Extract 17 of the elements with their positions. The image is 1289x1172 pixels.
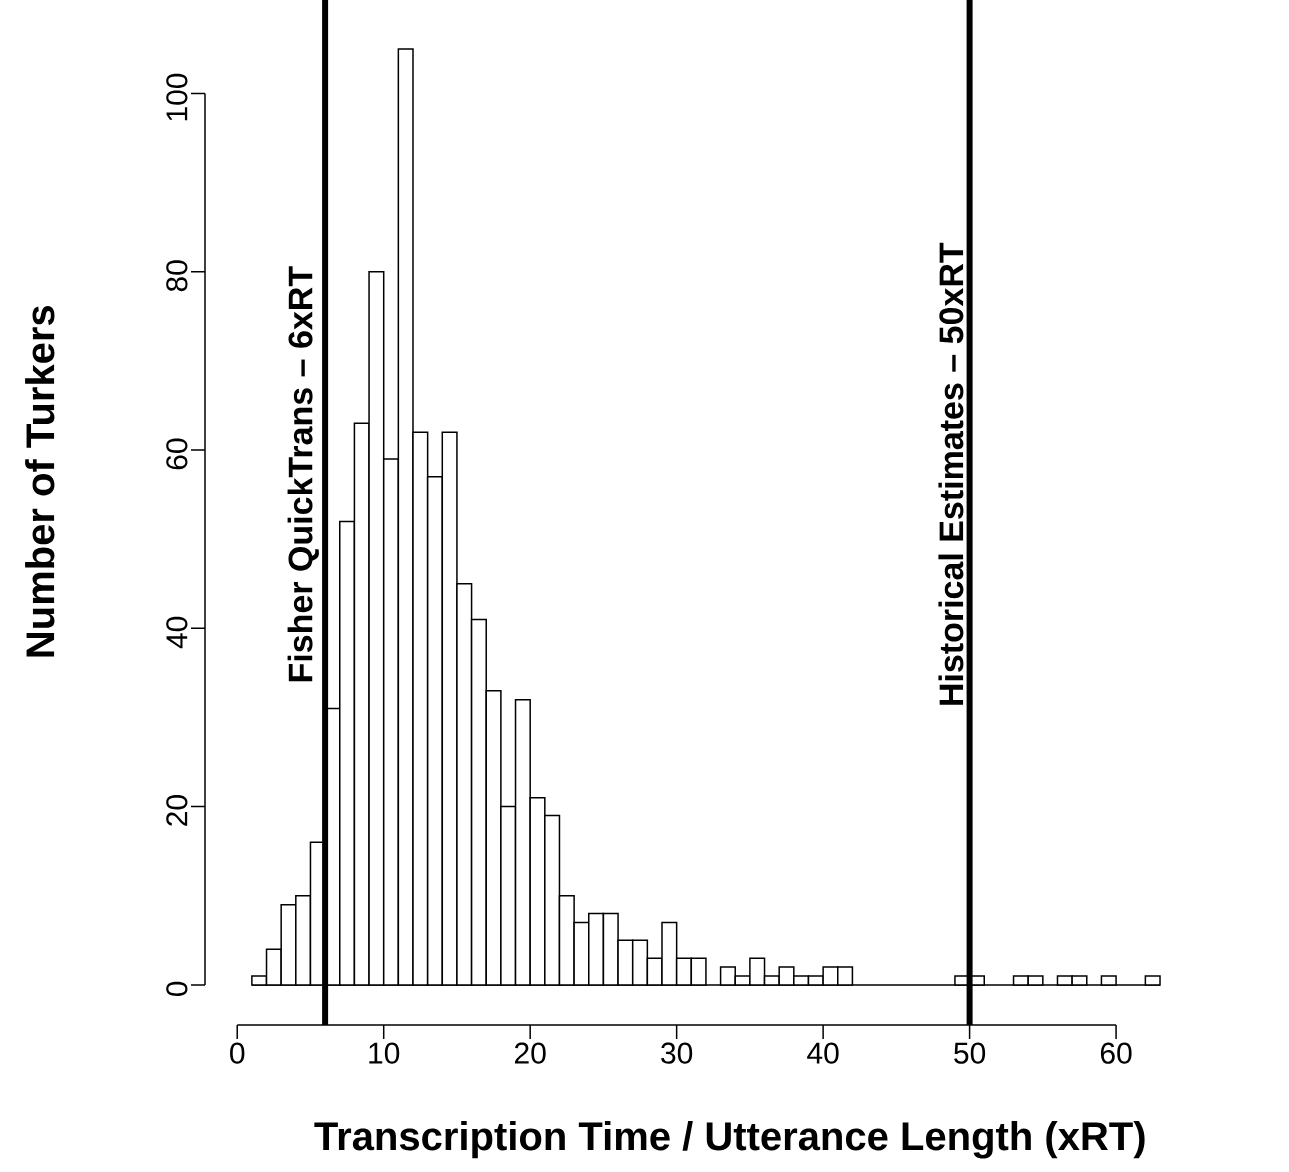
x-tick-label: 10 <box>369 1042 400 1064</box>
x-tick-label: 60 <box>1100 1042 1132 1064</box>
y-tick-label: 100 <box>166 73 188 121</box>
y-tick-label: 20 <box>166 795 188 826</box>
x-axis-title: Transcription Time / Utterance Length (xRT) <box>314 1121 1145 1159</box>
y-tick-label: 80 <box>166 260 188 292</box>
x-tick-label: 0 <box>230 1042 245 1064</box>
y-tick-label: 40 <box>166 616 188 649</box>
ref-line-label: Fisher QuickTrans – 6xRT <box>287 266 319 682</box>
x-tick-label: 30 <box>661 1042 693 1064</box>
y-tick-label: 0 <box>166 981 188 997</box>
y-tick-label: 60 <box>166 438 188 470</box>
y-axis-title: Number of Turkers <box>25 305 55 657</box>
x-tick-label: 50 <box>954 1042 986 1064</box>
ref-line-label: Historical Estimates – 50xRT <box>938 242 964 705</box>
x-tick-label: 40 <box>807 1042 839 1064</box>
x-tick-label: 20 <box>515 1042 546 1064</box>
